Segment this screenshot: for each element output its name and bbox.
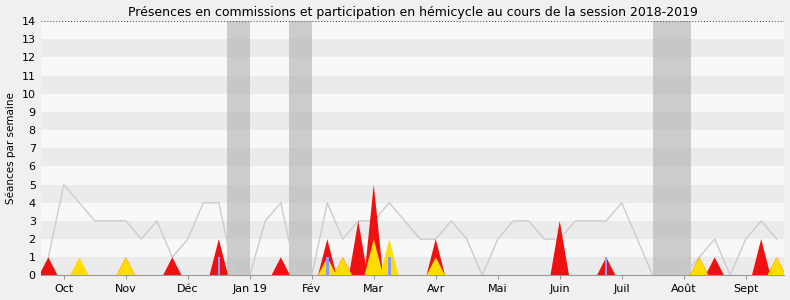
Bar xyxy=(40,167,784,184)
Bar xyxy=(227,21,250,275)
Polygon shape xyxy=(427,239,445,275)
Polygon shape xyxy=(318,257,337,275)
Polygon shape xyxy=(333,257,352,275)
Polygon shape xyxy=(380,239,399,275)
Polygon shape xyxy=(767,257,786,275)
Polygon shape xyxy=(70,257,88,275)
Polygon shape xyxy=(318,239,337,275)
Polygon shape xyxy=(605,257,608,275)
Polygon shape xyxy=(364,239,383,275)
Bar xyxy=(40,94,784,112)
Bar xyxy=(40,57,784,76)
Polygon shape xyxy=(690,257,709,275)
Bar xyxy=(653,21,691,275)
Polygon shape xyxy=(333,257,352,275)
Polygon shape xyxy=(388,257,390,275)
Title: Présences en commissions et participation en hémicycle au cours de la session 20: Présences en commissions et participatio… xyxy=(127,6,698,19)
Polygon shape xyxy=(597,257,615,275)
Polygon shape xyxy=(117,257,135,275)
Polygon shape xyxy=(163,257,182,275)
Bar xyxy=(288,21,312,275)
Bar xyxy=(40,203,784,221)
Bar xyxy=(40,148,784,166)
Polygon shape xyxy=(752,239,770,275)
Polygon shape xyxy=(364,184,383,275)
Bar xyxy=(40,112,784,130)
Polygon shape xyxy=(209,239,228,275)
Bar xyxy=(40,221,784,239)
Polygon shape xyxy=(326,257,329,275)
Polygon shape xyxy=(117,257,135,275)
Bar xyxy=(40,239,784,257)
Polygon shape xyxy=(272,257,290,275)
Polygon shape xyxy=(690,257,709,275)
Bar xyxy=(40,130,784,148)
Bar xyxy=(40,39,784,57)
Polygon shape xyxy=(217,257,220,275)
Bar xyxy=(40,76,784,94)
Polygon shape xyxy=(551,221,569,275)
Polygon shape xyxy=(705,257,724,275)
Polygon shape xyxy=(349,221,367,275)
Polygon shape xyxy=(39,257,58,275)
Bar xyxy=(40,184,784,203)
Y-axis label: Séances par semaine: Séances par semaine xyxy=(6,92,16,204)
Polygon shape xyxy=(767,257,786,275)
Bar xyxy=(40,21,784,39)
Polygon shape xyxy=(427,257,445,275)
Bar xyxy=(40,257,784,275)
